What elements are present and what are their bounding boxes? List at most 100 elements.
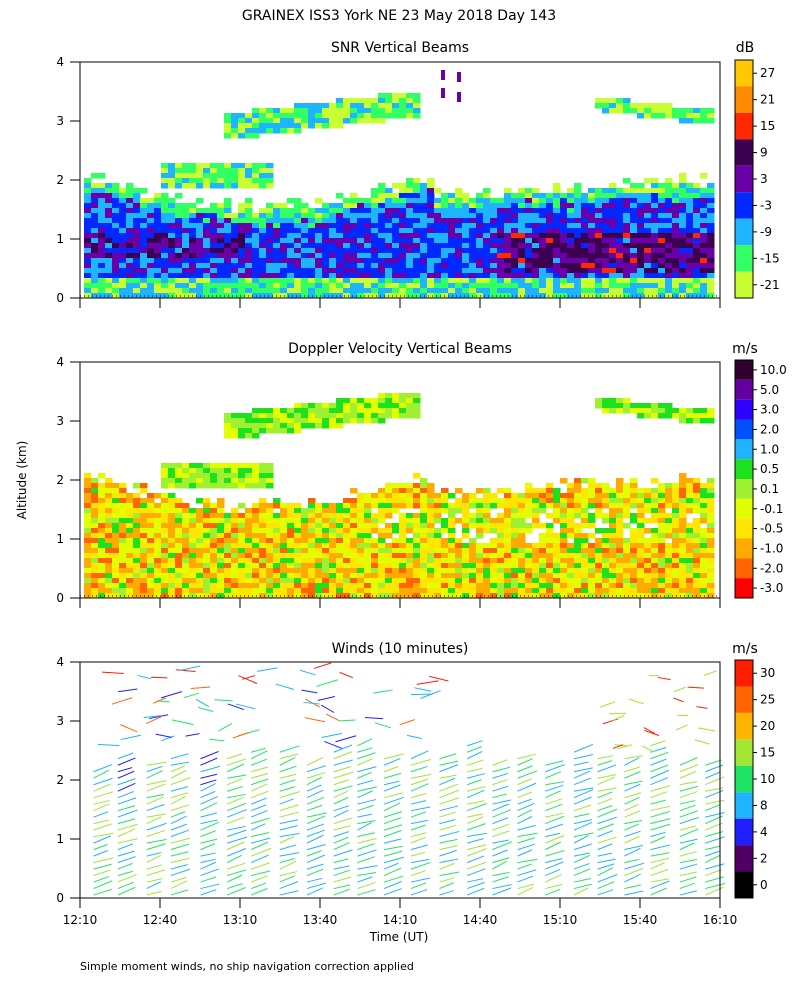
heatmap-cell [189, 163, 197, 169]
colorbar-label: -0.5 [760, 522, 783, 536]
heatmap-cell [490, 523, 498, 529]
heatmap-cell [448, 283, 456, 289]
heatmap-cell [294, 288, 302, 294]
heatmap-cell [665, 233, 673, 239]
colorbar-label: 21 [760, 93, 775, 107]
heatmap-cell [294, 543, 302, 549]
heatmap-cell [427, 253, 435, 259]
heatmap-cell [385, 588, 393, 594]
heatmap-cell [329, 288, 337, 294]
heatmap-cell [238, 123, 246, 129]
heatmap-cell [217, 513, 225, 519]
wind-barb [705, 836, 725, 844]
heatmap-cell [245, 203, 253, 209]
wind-barb [226, 848, 247, 857]
heatmap-cell [644, 293, 652, 299]
heatmap-cell [518, 208, 526, 214]
heatmap-cell [700, 413, 708, 419]
heatmap-cell [434, 543, 442, 549]
heatmap-cell [392, 483, 400, 489]
heatmap-cell [364, 243, 372, 249]
heatmap-cell [700, 488, 708, 494]
heatmap-cell [203, 218, 211, 224]
wind-barb [306, 877, 323, 883]
heatmap-cell [693, 268, 701, 274]
heatmap-cell [560, 558, 568, 564]
heatmap-cell [252, 428, 260, 434]
heatmap-cell [350, 213, 358, 219]
heatmap-cell [308, 218, 316, 224]
heatmap-cell [623, 578, 631, 584]
heatmap-cell [168, 238, 176, 244]
heatmap-cell [231, 283, 239, 289]
heatmap-cell [504, 518, 512, 524]
wind-barb [117, 770, 135, 779]
heatmap-cell [511, 548, 519, 554]
heatmap-cell [378, 583, 386, 589]
heatmap-cell [602, 543, 610, 549]
heatmap-cell [609, 513, 617, 519]
heatmap-cell [525, 288, 533, 294]
heatmap-cell [168, 518, 176, 524]
heatmap-cell [392, 98, 400, 104]
heatmap-cell [210, 543, 218, 549]
heatmap-cell [644, 498, 652, 504]
heatmap-cell [462, 248, 470, 254]
heatmap-cell [532, 238, 540, 244]
heatmap-cell [686, 553, 694, 559]
heatmap-cell [378, 263, 386, 269]
wind-barb [573, 843, 592, 851]
heatmap-cell [168, 178, 176, 184]
heatmap-cell [602, 278, 610, 284]
heatmap-cell [707, 243, 715, 249]
heatmap-cell [392, 208, 400, 214]
heatmap-cell [350, 228, 358, 234]
heatmap-cell [574, 568, 582, 574]
heatmap-cell [672, 578, 680, 584]
heatmap-cell [357, 573, 365, 579]
heatmap-cell [420, 498, 428, 504]
heatmap-cell [497, 268, 505, 274]
heatmap-cell [210, 248, 218, 254]
heatmap-cell [511, 238, 519, 244]
heatmap-cell [119, 228, 127, 234]
wind-barb [466, 751, 483, 760]
wind-barb [624, 890, 644, 896]
heatmap-cell [84, 538, 92, 544]
heatmap-cell [168, 283, 176, 289]
heatmap-cell [399, 518, 407, 524]
wind-barb [624, 792, 642, 799]
heatmap-cell [483, 553, 491, 559]
heatmap-cell [147, 538, 155, 544]
heatmap-cell [476, 243, 484, 249]
heatmap-cell [483, 528, 491, 534]
heatmap-cell [364, 288, 372, 294]
heatmap-cell [532, 278, 540, 284]
heatmap-cell [644, 103, 652, 109]
heatmap-cell [154, 243, 162, 249]
heatmap-cell [476, 253, 484, 259]
heatmap-cell [126, 293, 134, 299]
heatmap-cell [567, 508, 575, 514]
heatmap-cell [245, 258, 253, 264]
heatmap-cell [399, 538, 407, 544]
heatmap-cell [658, 518, 666, 524]
heatmap-cell [91, 223, 99, 229]
heatmap-cell [133, 548, 141, 554]
wind-barb [306, 772, 326, 779]
heatmap-cell [567, 493, 575, 499]
wind-barb [650, 818, 671, 825]
heatmap-cell [119, 238, 127, 244]
heatmap-cell [133, 583, 141, 589]
heatmap-cell [308, 538, 316, 544]
heatmap-cell [84, 293, 92, 299]
heatmap-cell [581, 283, 589, 289]
heatmap-cell [707, 228, 715, 234]
heatmap-cell [266, 478, 274, 484]
heatmap-cell [553, 183, 561, 189]
heatmap-cell [504, 553, 512, 559]
heatmap-cell [567, 293, 575, 299]
heatmap-cell [364, 593, 372, 599]
heatmap-cell [364, 548, 372, 554]
